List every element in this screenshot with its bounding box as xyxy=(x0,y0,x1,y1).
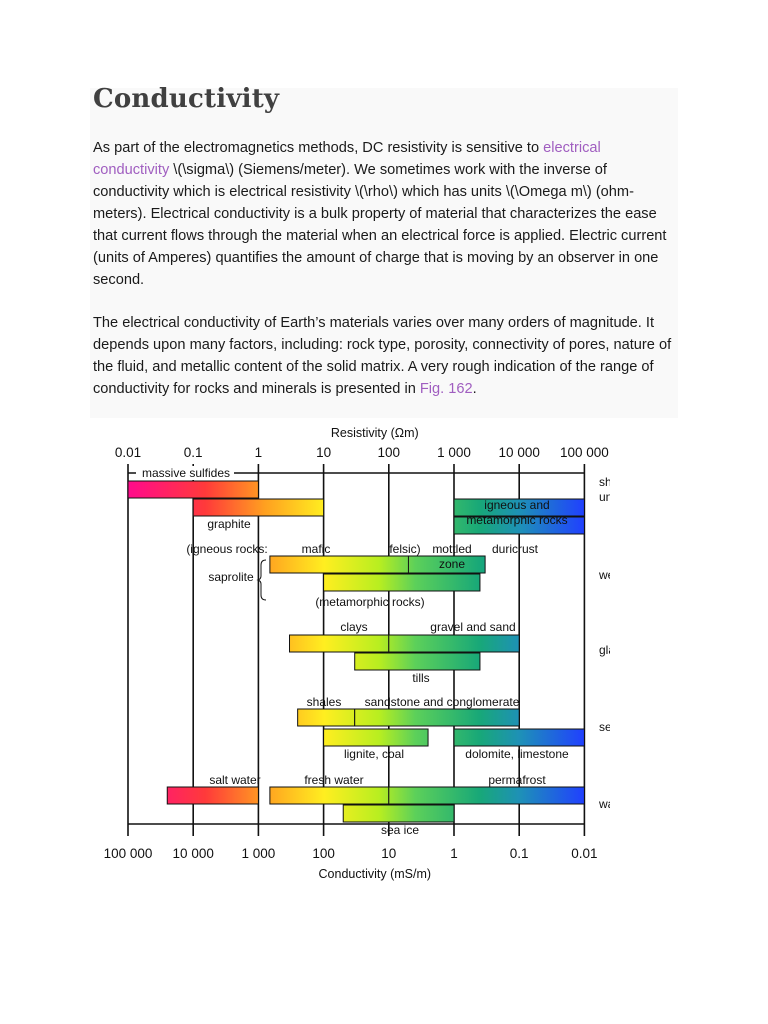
bar-sea-ice xyxy=(342,804,455,823)
conductivity-figure: Resistivity (Ωm) Conductivity (mS/m) 0.01 0… xyxy=(90,418,610,888)
resistivity-tick-label: 10 xyxy=(316,445,331,460)
conductivity-tick-label: 1 xyxy=(450,846,458,861)
label-lignite-coal: lignite, coal xyxy=(344,747,404,761)
label-sea-ice: sea ice xyxy=(381,823,419,837)
saprolite-brace xyxy=(256,559,267,601)
figure-reference-link[interactable]: Fig. 162 xyxy=(419,381,473,397)
conductivity-tick-label: 0.1 xyxy=(510,846,529,861)
range-text: The electrical conductivity of Earth’s m… xyxy=(93,315,672,397)
label-graphite: graphite xyxy=(207,517,251,531)
label-shales: shales xyxy=(307,695,342,709)
bar-mottled-zone-duricrust xyxy=(407,555,486,574)
label-igneous-rocks: (igneous rocks: xyxy=(186,542,267,556)
bar-clays xyxy=(289,634,390,653)
conductivity-chart: Resistivity (Ωm) Conductivity (mS/m) 0.01 0… xyxy=(104,426,610,881)
bar-salt-water xyxy=(166,786,259,805)
label-felsic: felsic) xyxy=(389,542,420,556)
bar-igneous-and-metamorphic-rocks xyxy=(453,516,585,535)
label-permafrost: permafrost xyxy=(488,773,546,787)
label-igneous-metamorphic-1: igneous and xyxy=(484,498,549,512)
label-fresh-water: fresh water xyxy=(304,773,363,787)
conductivity-tick-label: 100 xyxy=(312,846,335,861)
label-massive-sulfides: massive sulfides xyxy=(142,466,230,480)
row-group-glacial-sediments: glacial sediments xyxy=(599,643,610,657)
bar-tills xyxy=(354,652,481,671)
intro-text-start: As part of the electromagnetics methods,… xyxy=(93,140,544,156)
label-zone: zone xyxy=(439,557,465,571)
resistivity-tick-label: 100 xyxy=(378,445,401,460)
bar-shales xyxy=(297,708,356,727)
bar-saprolite-igneous-rocks-mafic-felsic xyxy=(269,555,429,574)
label-dolomite-limestone: dolomite, limestone xyxy=(465,747,569,761)
bar-permafrost xyxy=(388,786,585,805)
label-duricrust: duricrust xyxy=(492,542,539,556)
bar-graphite xyxy=(192,498,325,517)
conductivity-tick-label: 100 000 xyxy=(104,846,153,861)
bar-massive-sulfides xyxy=(127,480,259,499)
label-mottled: mottled xyxy=(432,542,471,556)
bottom-axis-label: Conductivity (mS/m) xyxy=(319,867,432,881)
conductivity-tick-label: 1 000 xyxy=(242,846,276,861)
resistivity-tick-label: 0.1 xyxy=(184,445,203,460)
label-salt-water: salt water xyxy=(209,773,260,787)
intro-text-end: \(\sigma\) (Siemens/meter). We sometimes… xyxy=(93,162,667,288)
label-metamorphic-rocks: (metamorphic rocks) xyxy=(315,595,424,609)
bar-shield-unweathered-rocks xyxy=(453,498,585,517)
label-igneous-metamorphic-2: metamorphic rocks xyxy=(466,513,567,527)
conductivity-tick-label: 10 000 xyxy=(173,846,214,861)
content-panel xyxy=(90,88,678,418)
resistivity-tick-label: 1 000 xyxy=(437,445,471,460)
bar-sandstone-and-conglomerate xyxy=(354,708,520,727)
row-group-unweathered-rocks: unweathered rocks xyxy=(599,490,610,504)
resistivity-tick-label: 10 000 xyxy=(499,445,540,460)
page-title: Conductivity xyxy=(93,84,280,114)
label-gravel-and-sand: gravel and sand xyxy=(430,620,515,634)
intro-paragraph: As part of the electromagnetics methods,… xyxy=(93,137,678,291)
row-group-sedimentary-rocks: sedimentary rocks xyxy=(599,720,610,734)
label-background xyxy=(136,466,234,480)
bar-lignite-coal xyxy=(323,728,429,747)
bar-dolomite-limestone xyxy=(453,728,585,747)
bar-gravel-and-sand xyxy=(388,634,520,653)
label-tills: tills xyxy=(412,671,429,685)
electrical-conductivity-link[interactable]: electrical conductivity xyxy=(93,140,601,178)
row-group-shield: shield xyxy=(599,475,610,489)
row-group-water-aquifers: water, aquifers xyxy=(598,797,610,811)
bar-fresh-water xyxy=(269,786,390,805)
resistivity-tick-label: 0.01 xyxy=(115,445,141,460)
conductivity-range-paragraph: The electrical conductivity of Earth’s m… xyxy=(93,312,678,400)
label-clays: clays xyxy=(340,620,367,634)
label-mafic: mafic xyxy=(302,542,331,556)
conductivity-tick-label: 10 xyxy=(381,846,396,861)
range-text-end: . xyxy=(472,381,477,397)
conductivity-tick-label: 0.01 xyxy=(571,846,597,861)
resistivity-tick-label: 1 xyxy=(255,445,263,460)
top-axis-label: Resistivity (Ωm) xyxy=(331,426,419,440)
bar-saprolite-metamorphic-rocks xyxy=(323,573,481,592)
resistivity-tick-label: 100 000 xyxy=(560,445,609,460)
label-saprolite: saprolite xyxy=(208,570,254,584)
label-sandstone-and-conglomerate: sandstone and conglomerate xyxy=(365,695,520,709)
row-group-weathered-layered: weathered layered xyxy=(598,568,610,582)
